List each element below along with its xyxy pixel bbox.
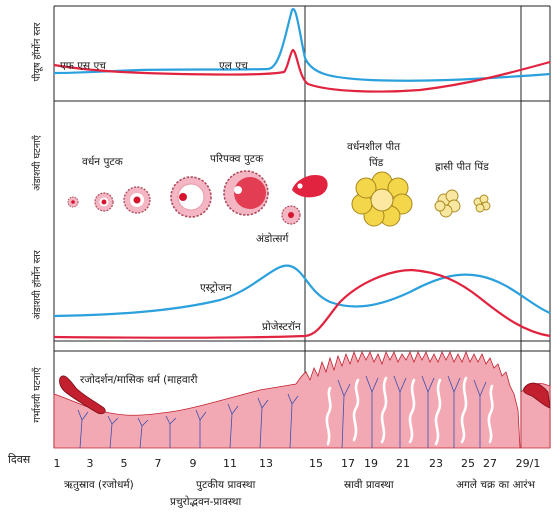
corpus-luteum-label-line2: पिंड [369,156,384,169]
secretory-phase-label: स्रावी प्रावस्था [344,478,394,491]
degenerating-corpus-luteum-label: ह्रासी पीत पिंड [435,160,489,173]
day-tick: 27 [483,457,497,470]
ruptured-follicle [292,174,328,198]
day-tick: 9 [190,457,197,470]
day-tick: 21 [396,457,410,470]
day-tick: 25 [461,457,475,470]
ovulation-label: अंडोत्सर्ग [256,232,289,245]
menstrual-phase-label: ऋतुस्राव (रजोधर्म) [64,478,134,491]
days-label: दिवस [8,453,31,466]
follicle-5 [223,170,269,216]
follicle-4 [170,176,212,218]
follicle-1 [67,196,79,208]
next-cycle-label: अगले चक्र का आरंभ [456,478,536,491]
day-tick: 3 [87,457,94,470]
follicular-phase-label-line2: प्रचुरोद्भवन-प्रावस्था [170,495,242,508]
growing-follicle-label: वर्धन पुटक [82,155,124,168]
progesterone-label: प्रोजेस्टरॉन [262,320,301,333]
blood-vessels [77,375,487,449]
day-tick: 29/1 [516,457,541,470]
day-tick: 19 [364,457,378,470]
mature-follicle-label: परिपक्व पुटक [210,152,264,165]
ylabel-pituitary-hormone: पीयूष हॉर्मोन स्तर [31,21,43,81]
day-tick: 7 [155,457,162,470]
ylabel-ovarian-hormone: अंडाशयी हॉर्मोन स्तर [31,249,43,319]
growing-corpus-luteum [351,171,413,227]
day-tick: 11 [223,457,237,470]
endometrium [53,350,521,449]
day-tick: 13 [259,457,273,470]
follicle-3 [123,186,151,214]
lh-label: एल एच [219,60,248,72]
uterine-lining [53,350,551,449]
progesterone-curve [53,268,551,339]
fsh-label: एफ एस एच [60,60,106,72]
menstrual-flow [59,375,106,415]
fsh-curve [53,8,551,82]
estrogen-label: एस्ट्रोजन [200,281,232,294]
degenerating-corpus-luteum [434,189,491,218]
day-tick: 17 [341,457,355,470]
menstruation-label: रजोदर्शन/मासिक धर्म (माहवारी [80,373,198,386]
corpus-luteum-label-line1: वर्धनशील पीत [347,140,401,153]
lh-curve [53,48,551,93]
ylabel-ovarian-events: अंडाशयी घटनाएँ [31,134,43,190]
uterine-glands [325,376,494,446]
ylabel-uterine-events: गर्भाशयी घटनाएँ [31,367,43,423]
day-tick: 15 [309,457,323,470]
next-cycle-flow [523,382,551,409]
day-tick: 23 [429,457,443,470]
estrogen-curve [53,264,551,318]
day-tick-labels: 1 3 5 7 9 11 13 15 17 19 21 23 25 27 29/… [54,457,541,470]
ovarian-events: वर्धन पुटक परिपक्व पुटक वर्धनशील पीत पिं… [67,140,491,245]
follicle-small [281,205,301,225]
day-tick: 1 [54,457,61,470]
day-tick: 5 [121,457,128,470]
follicle-2 [94,192,114,212]
follicular-phase-label-line1: पुटकीय प्रावस्था [196,478,256,491]
